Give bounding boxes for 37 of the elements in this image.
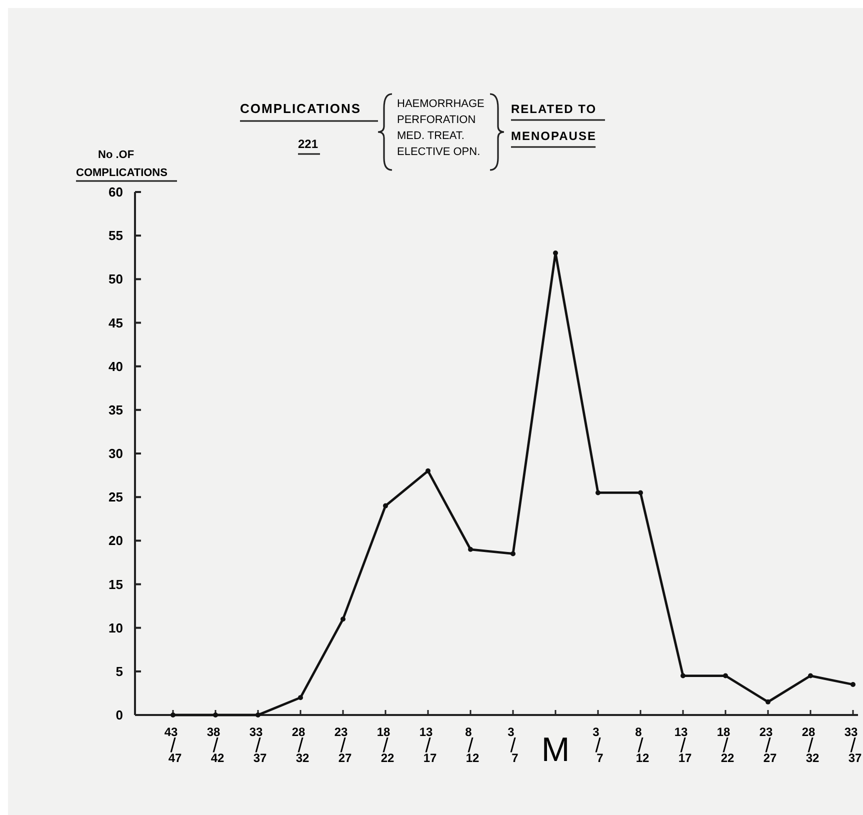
y-tick-label: 45	[108, 315, 123, 330]
x-tick-label: 23/27	[334, 725, 352, 765]
y-tick-label: 60	[108, 184, 123, 200]
text: RELATED TO	[511, 102, 597, 116]
y-tick-label: 50	[108, 272, 123, 287]
y-tick-label: 35	[108, 402, 123, 418]
x-tick-label: 18/22	[716, 725, 734, 765]
text: MED. TREAT.	[397, 130, 464, 142]
y-tick-label: 55	[108, 228, 123, 244]
text: MENOPAUSE	[511, 129, 596, 143]
x-tick-label: 8/12	[465, 725, 480, 765]
y-tick-label: 5	[116, 664, 123, 679]
y-tick-label: 25	[108, 490, 123, 505]
x-tick-label: M	[541, 731, 570, 769]
x-tick-label: 13/17	[674, 725, 692, 765]
y-tick-label: 15	[108, 576, 123, 592]
chart-subtitle: 221	[298, 137, 318, 151]
x-tick-label: 18/22	[376, 725, 394, 765]
text: PERFORATION	[397, 114, 476, 126]
chart-title: COMPLICATIONS	[240, 101, 362, 116]
x-tick-label: 23/27	[759, 725, 777, 765]
x-tick-label: 13/17	[419, 725, 437, 765]
y-tick-label: 40	[108, 358, 123, 374]
y-axis-title: No .OF COMPLICATIONS	[76, 149, 168, 179]
x-tick-label: 43/47	[164, 725, 182, 765]
x-tick-label: 38/42	[206, 725, 224, 765]
x-tick-label: 28/32	[292, 725, 310, 765]
x-tick-label: 33/37	[249, 725, 267, 765]
text: HAEMORRHAGE	[397, 98, 484, 110]
y-tick-label: 0	[116, 708, 123, 722]
x-tick-label: 33/37	[844, 725, 862, 765]
x-tick-label: 28/32	[802, 725, 820, 765]
y-tick-label: 10	[108, 620, 123, 636]
x-tick-label: 8/12	[635, 725, 650, 765]
text: ELECTIVE OPN.	[397, 146, 480, 158]
y-tick-label: 20	[108, 533, 123, 548]
y-tick-label: 30	[108, 446, 123, 461]
